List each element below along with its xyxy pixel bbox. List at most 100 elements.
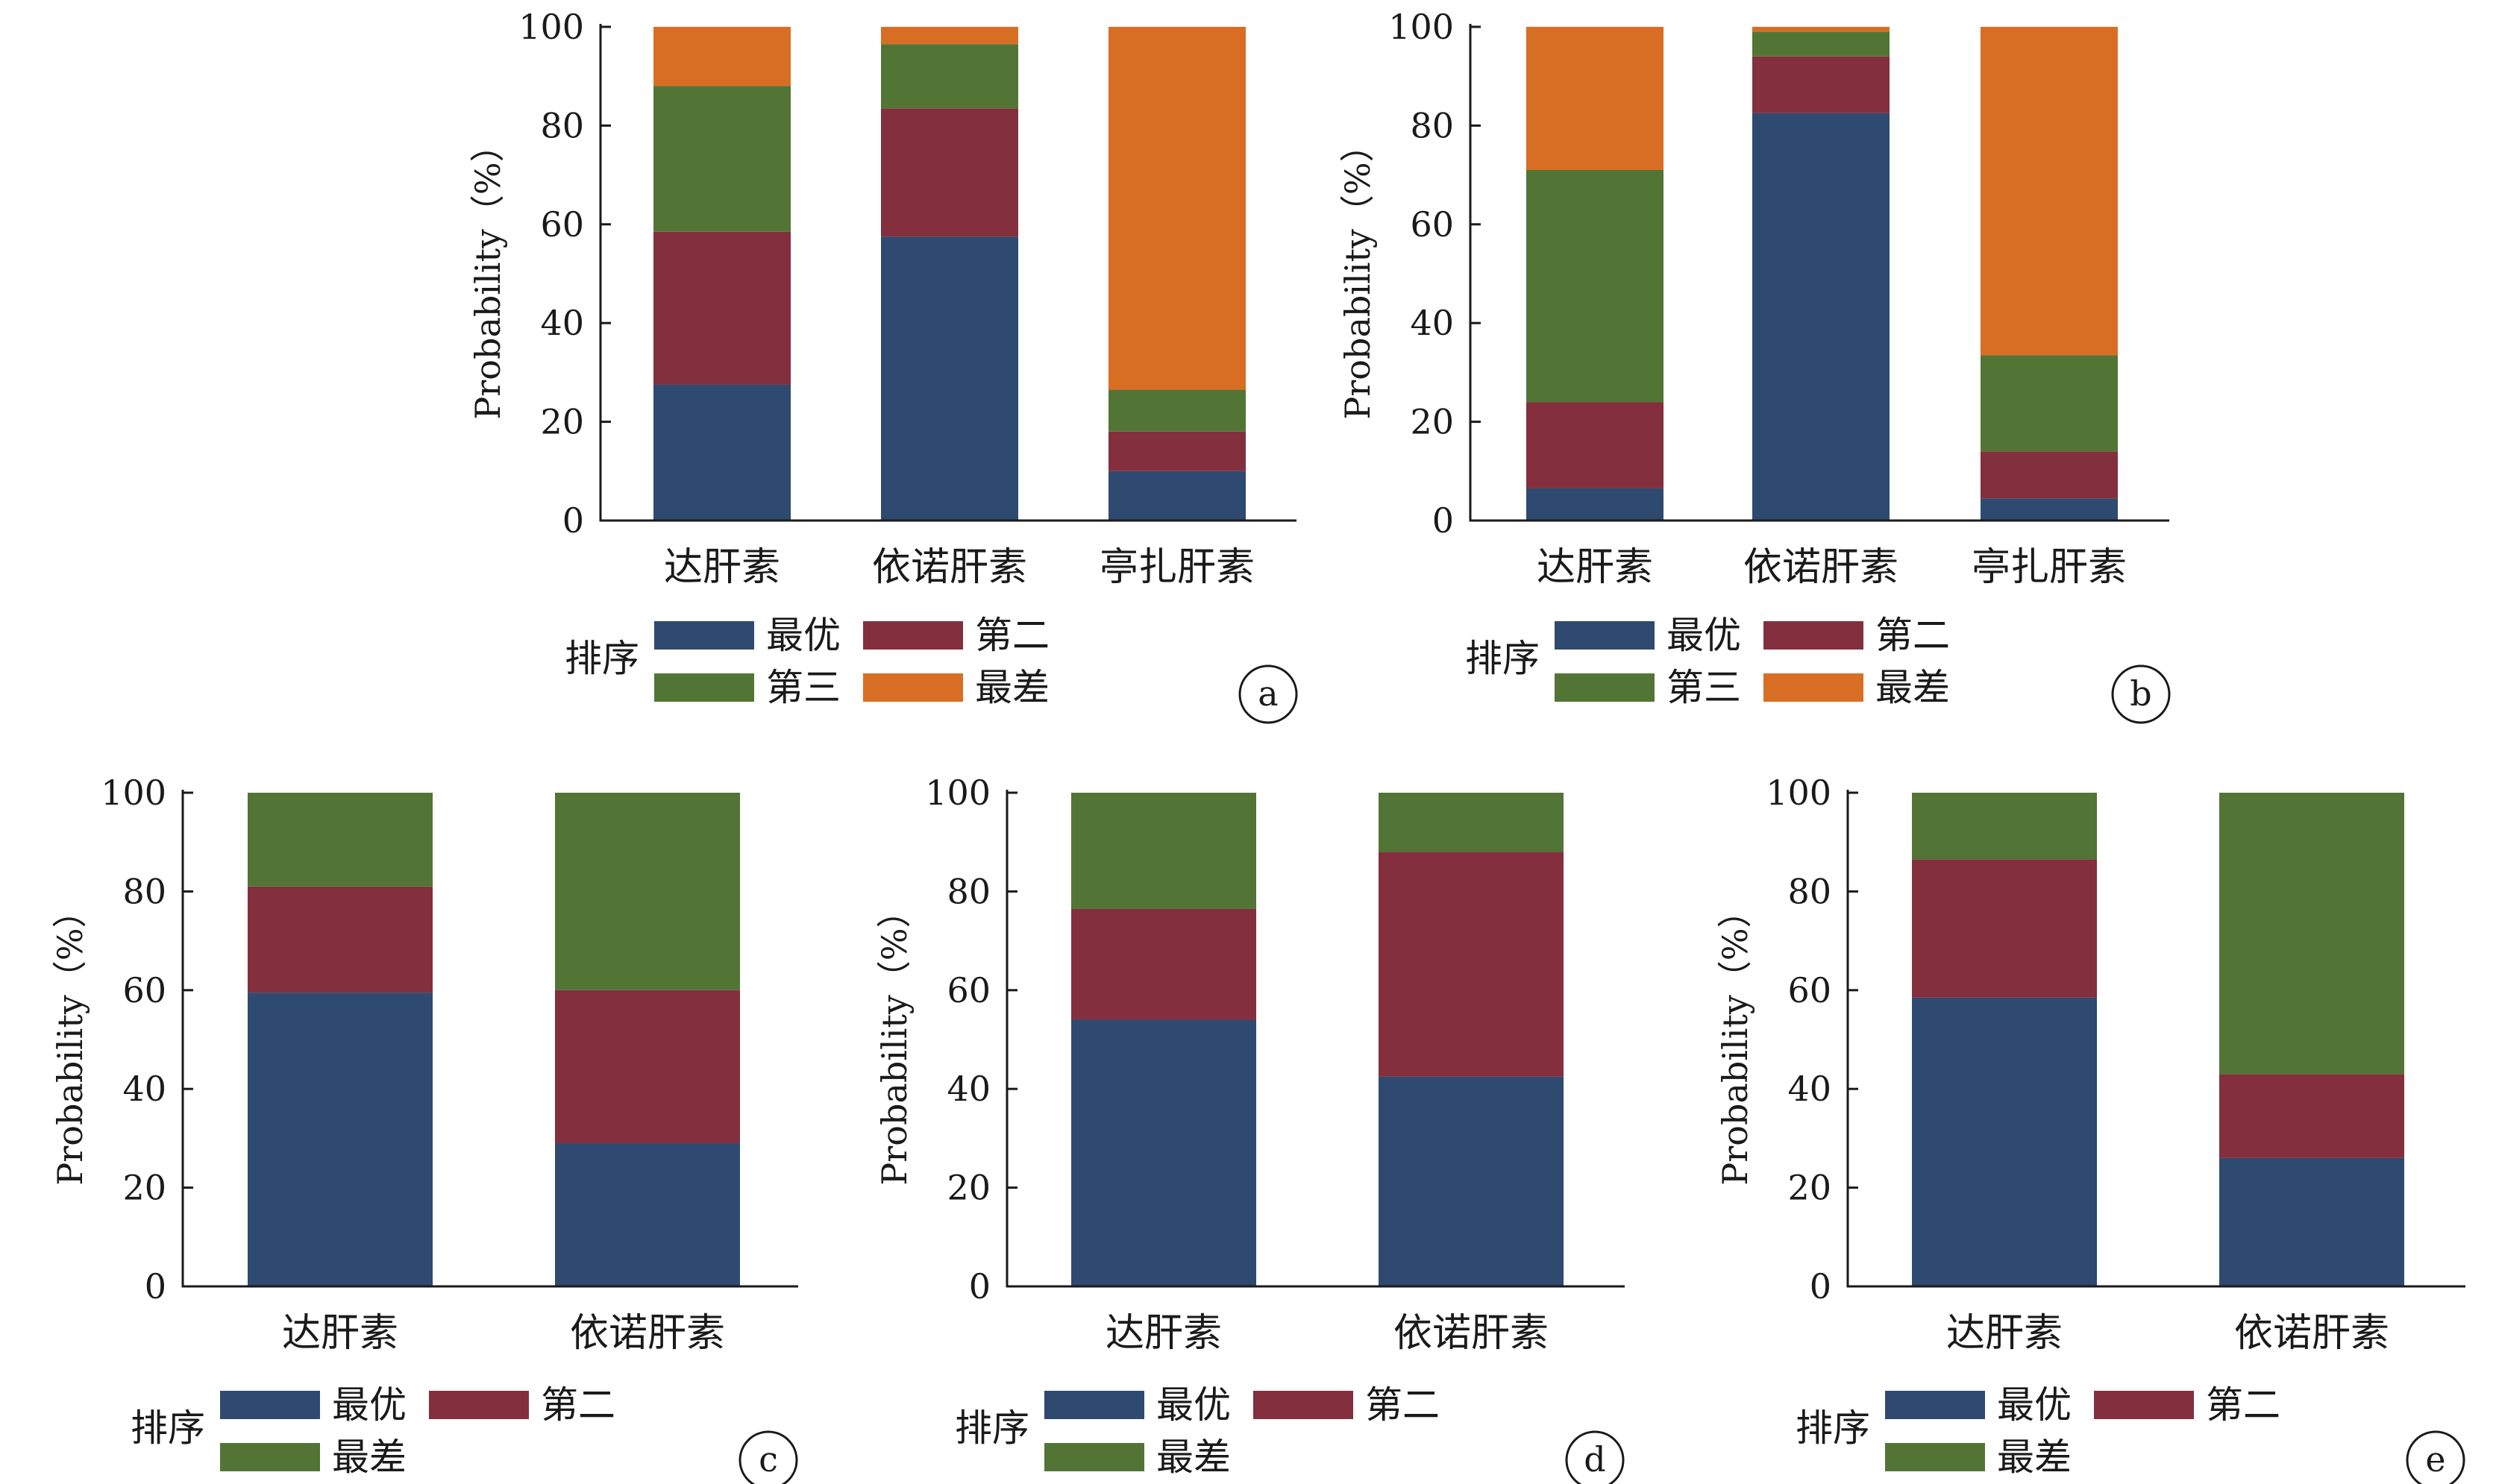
bar-segment-c-1-1 [555,990,740,1144]
y-tick-label-b-4: 80 [1410,105,1454,145]
legend-swatch-b-0 [1555,621,1655,650]
y-tick-label-c-2: 40 [122,1069,166,1109]
bar-segment-d-0-2 [1071,793,1256,909]
bar-segment-b-2-3 [1981,27,2118,356]
bar-segment-d-1-0 [1379,1076,1564,1286]
y-axis-title-d: Probability（%） [874,893,915,1185]
bar-segment-a-0-1 [653,231,791,385]
bar-segment-e-0-2 [1912,793,2097,860]
bar-segment-b-1-1 [1752,56,1890,113]
bar-segment-a-1-2 [881,44,1018,109]
legend-swatch-c-1 [429,1391,529,1419]
bar-segment-e-1-2 [2219,793,2404,1075]
bar-segment-d-1-1 [1379,852,1564,1077]
bar-segment-b-0-3 [1526,27,1664,170]
x-category-label-e-1: 依诺肝素 [2234,1311,2389,1356]
y-tick-label-b-3: 60 [1410,204,1454,245]
bar-segment-b-1-3 [1752,27,1890,32]
legend-swatch-a-0 [654,621,754,650]
legend-swatch-e-2 [1885,1443,1985,1471]
y-tick-label-c-0: 0 [145,1266,166,1307]
legend-swatch-a-1 [863,621,963,650]
y-axis-title-c: Probability（%） [50,893,90,1185]
legend-swatch-e-0 [1885,1391,1985,1419]
x-category-label-d-0: 达肝素 [1106,1311,1222,1356]
legend-swatch-b-1 [1763,621,1863,650]
x-category-label-a-2: 亭扎肝素 [1100,545,1255,590]
y-tick-label-a-1: 20 [540,402,584,442]
x-category-label-b-1: 依诺肝素 [1743,545,1898,590]
legend-label-a-3: 最差 [975,666,1050,709]
bar-segment-b-2-1 [1981,451,2118,499]
bar-segment-e-1-0 [2219,1157,2404,1286]
y-tick-label-e-1: 20 [1787,1168,1831,1208]
legend-label-c-0: 最优 [332,1383,407,1427]
legend-title-e: 排序 [1796,1406,1870,1450]
bar-segment-a-0-0 [653,384,791,521]
y-tick-label-b-5: 100 [1388,7,1454,47]
bar-segment-d-1-2 [1379,793,1564,852]
y-axis-title-a: Probability（%） [468,128,508,419]
bar-segment-b-0-0 [1526,488,1664,521]
legend-swatch-d-2 [1044,1443,1144,1471]
legend-title-c: 排序 [131,1406,205,1450]
panel-label-c: c [759,1439,778,1480]
bar-segment-d-0-1 [1071,908,1256,1020]
legend-label-b-0: 最优 [1666,614,1741,657]
y-tick-label-d-3: 60 [947,970,991,1010]
y-tick-label-c-5: 100 [101,773,166,813]
bar-segment-c-0-0 [248,993,433,1286]
panel-label-e: e [2425,1439,2445,1480]
bar-segment-a-2-2 [1109,389,1246,432]
bar-segment-a-1-3 [881,27,1018,45]
y-tick-label-a-4: 80 [540,105,584,145]
legend-label-e-0: 最优 [1997,1383,2072,1427]
legend-swatch-b-2 [1555,673,1655,702]
legend-title-b: 排序 [1465,637,1540,680]
legend-label-b-3: 最差 [1875,666,1950,709]
legend-swatch-c-2 [220,1443,320,1471]
legend-label-a-1: 第二 [975,614,1050,657]
bar-segment-b-2-0 [1981,498,2118,521]
y-tick-label-d-5: 100 [925,773,991,813]
y-tick-label-b-2: 40 [1410,303,1454,343]
bar-segment-a-0-2 [653,86,791,232]
x-category-label-b-0: 达肝素 [1537,545,1653,590]
panel-label-circle-a [1238,664,1298,724]
legend-label-a-0: 最优 [766,614,841,657]
panel-label-d: d [1584,1439,1605,1480]
legend-swatch-b-3 [1763,673,1863,702]
panel-label-circle-d [1565,1430,1625,1484]
bar-segment-b-0-2 [1526,169,1664,403]
legend-swatch-d-0 [1044,1391,1144,1419]
legend-swatch-a-3 [863,673,963,702]
legend-label-e-2: 最差 [1997,1436,2072,1479]
y-tick-label-a-2: 40 [540,303,584,343]
y-tick-label-d-0: 0 [969,1266,991,1307]
y-tick-label-d-1: 20 [947,1168,991,1208]
y-tick-label-e-5: 100 [1766,773,1831,813]
y-tick-label-b-0: 0 [1432,500,1454,541]
bar-segment-e-0-1 [1912,859,2097,998]
x-category-label-b-2: 亭扎肝素 [1972,545,2127,590]
x-category-label-c-1: 依诺肝素 [570,1311,725,1356]
y-axis-title-e: Probability（%） [1715,893,1755,1185]
y-tick-label-c-4: 80 [122,871,166,911]
legend-title-d: 排序 [955,1406,1029,1450]
panel-label-a: a [1258,673,1278,714]
y-tick-label-c-1: 20 [122,1168,166,1208]
y-tick-label-e-4: 80 [1787,871,1831,911]
bar-segment-c-0-2 [248,793,433,887]
panel-label-circle-b [2111,664,2171,724]
y-tick-label-e-3: 60 [1787,970,1831,1010]
bar-segment-a-2-3 [1109,27,1246,390]
y-tick-label-d-2: 40 [947,1069,991,1109]
y-tick-label-a-3: 60 [540,204,584,245]
legend-label-d-0: 最优 [1156,1383,1231,1427]
panel-label-circle-e [2406,1430,2465,1484]
legend-label-c-1: 第二 [541,1383,615,1427]
legend-label-d-2: 最差 [1156,1436,1231,1479]
bar-segment-a-2-1 [1109,431,1246,471]
